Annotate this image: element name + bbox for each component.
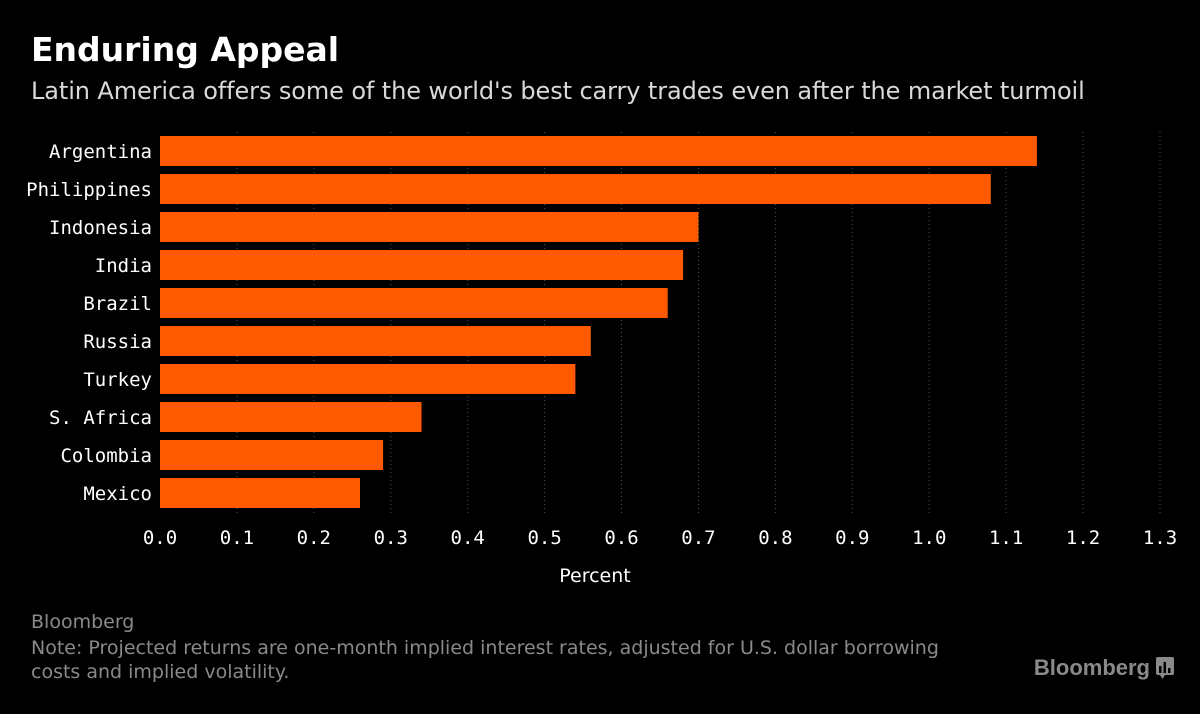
footnote: Note: Projected returns are one-month im… [31,637,939,683]
bar [160,212,699,242]
bar [160,174,991,204]
x-tick-label: 1.3 [1143,527,1177,549]
logo-text: Bloomberg [1033,655,1150,680]
bar-chart: 0.0 0.1 0.2 0.3 0.4 0.5 0.6 0.7 0.8 0.9 1.0 1.1 1.2 1… [26,132,1177,587]
bar [160,478,360,508]
x-tick-label: 1.0 [912,527,946,549]
x-tick-label: 0.6 [604,527,638,549]
bar [160,326,591,356]
category-label: Argentina [49,141,152,163]
category-label: Brazil [83,293,152,315]
chart-subtitle: Latin America offers some of the world's… [31,77,1085,105]
x-tick-label: 0.1 [220,527,254,549]
category-label: Indonesia [49,217,152,239]
x-tick-label: 1.2 [1066,527,1100,549]
x-tick-label: 0.9 [835,527,869,549]
category-label: S. Africa [49,407,152,429]
x-tick-label: 0.5 [527,527,561,549]
bar [160,288,668,318]
source-label: Bloomberg [31,611,135,633]
category-label: Russia [83,331,152,353]
category-label: India [95,255,152,277]
x-tick-label: 0.8 [758,527,792,549]
chart-title: Enduring Appeal [31,30,340,69]
x-tick-label: 0.0 [143,527,177,549]
x-tick-label: 0.2 [297,527,331,549]
bar [160,440,384,470]
bar [160,136,1037,166]
x-tick-label: 1.1 [989,527,1023,549]
bar [160,250,684,280]
x-tick-label: 0.7 [681,527,715,549]
x-tick-label: 0.4 [451,527,485,549]
category-label: Colombia [60,445,152,467]
category-label: Turkey [83,369,152,391]
category-label: Mexico [83,483,152,505]
bloomberg-chart-icon [1156,657,1174,679]
x-axis-label: Percent [559,565,631,587]
category-label: Philippines [26,179,152,201]
bar [160,364,576,394]
x-tick-label: 0.3 [374,527,408,549]
bloomberg-logo: Bloomberg [1034,655,1174,681]
bar [160,402,422,432]
